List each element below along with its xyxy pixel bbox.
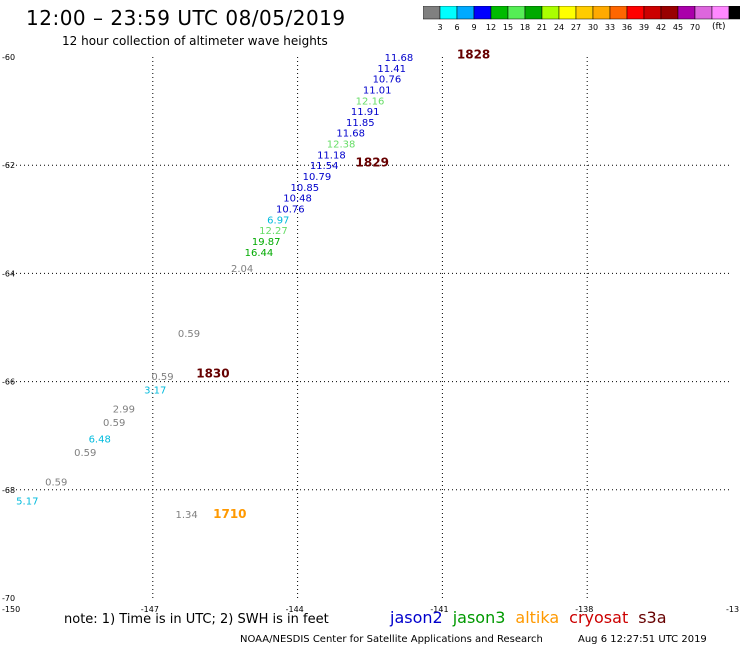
colorbar-swatch [541, 6, 560, 20]
y-tick-label: -68 [2, 486, 15, 495]
colorbar-swatch [456, 6, 475, 20]
colorbar-label: 3 [437, 23, 442, 32]
colorbar-swatch [609, 6, 628, 20]
x-tick-label: -147 [141, 605, 159, 614]
wave-height-label: 11.54 [310, 161, 339, 172]
colorbar-label: 9 [471, 23, 476, 32]
colorbar-swatch [626, 6, 645, 20]
chart-title: 12:00 – 23:59 UTC 08/05/2019 [26, 6, 346, 30]
colorbar-unit: (ft) [712, 22, 726, 32]
colorbar-label: 33 [605, 23, 615, 32]
wave-height-label: 10.48 [283, 194, 312, 205]
time-labels: 1828 1829 1830 1710 [196, 47, 490, 521]
x-tick-label: -150 [2, 605, 20, 614]
wave-height-label: 5.17 [16, 497, 38, 508]
colorbar-label: 45 [673, 23, 683, 32]
x-tick-label: -144 [286, 605, 304, 614]
colorbar-label: 30 [588, 23, 598, 32]
wave-height-label: 10.85 [291, 183, 320, 194]
wave-height-label: 2.04 [231, 264, 253, 275]
wave-height-label: 10.76 [373, 75, 402, 86]
colorbar-swatch [660, 6, 679, 20]
y-tick-label: -66 [2, 378, 15, 387]
colorbar-swatch [575, 6, 594, 20]
colorbar-label: 70 [690, 23, 700, 32]
y-tick-label: -60 [2, 53, 15, 62]
wave-height-label: 1.34 [175, 510, 197, 521]
wave-height-label: 6.48 [89, 434, 111, 445]
colorbar-swatch [643, 6, 662, 20]
wave-height-label: 10.79 [303, 172, 332, 183]
time-label: 1710 [213, 507, 246, 521]
colorbar-swatch [490, 6, 509, 20]
credit-text: NOAA/NESDIS Center for Satellite Applica… [240, 634, 543, 645]
wave-height-label: 0.59 [103, 418, 125, 429]
wave-height-label: 11.91 [351, 107, 380, 118]
colorbar: 3 6 9 12 15 18 21 24 27 30 33 36 39 42 45 70 [423, 6, 740, 32]
legend-altika: altika [515, 608, 560, 627]
colorbar-label: 39 [639, 23, 649, 32]
axes: -150 -147 -144 -141 -138 -13 -60 -62 -64 -66 -68 -7… [2, 53, 739, 614]
satellite-legend: jason2 jason3 altika cryosat s3a [390, 608, 677, 627]
wave-height-label: 0.59 [151, 372, 173, 383]
x-tick-label: -13 [726, 605, 739, 614]
colorbar-label: 15 [503, 23, 513, 32]
wave-height-label: 2.99 [113, 405, 135, 416]
timestamp: Aug 6 12:27:51 UTC 2019 [578, 634, 707, 645]
colorbar-swatch [694, 6, 713, 20]
wave-height-label: 11.18 [317, 150, 346, 161]
wave-height-label: 0.59 [45, 478, 67, 489]
wave-height-label: 0.59 [178, 329, 200, 340]
wave-height-label: 0.59 [74, 448, 96, 459]
colorbar-label: 27 [571, 23, 581, 32]
colorbar-swatch [524, 6, 543, 20]
legend-jason2: jason2 [390, 608, 443, 627]
legend-s3a: s3a [638, 608, 667, 627]
wave-height-label: 11.68 [336, 129, 365, 140]
colorbar-swatch [558, 6, 577, 20]
legend-jason3: jason3 [452, 608, 506, 627]
time-label: 1829 [356, 155, 389, 169]
y-tick-label: -70 [2, 594, 15, 603]
wave-height-label: 11.01 [363, 85, 392, 96]
colorbar-label: 42 [656, 23, 666, 32]
colorbar-swatch [439, 6, 458, 20]
colorbar-swatch [592, 6, 611, 20]
x-tick-label: -141 [430, 605, 448, 614]
colorbar-swatch [473, 6, 492, 20]
y-tick-label: -62 [2, 161, 15, 170]
colorbar-swatch [728, 6, 740, 20]
colorbar-swatch [711, 6, 730, 20]
time-label: 1828 [457, 47, 490, 61]
wave-height-label: 11.41 [377, 64, 406, 75]
colorbar-label: 24 [554, 23, 564, 32]
y-tick-label: -64 [2, 269, 15, 278]
wave-height-label: 16.44 [245, 248, 274, 259]
wave-height-label: 12.27 [259, 226, 288, 237]
chart-subtitle: 12 hour collection of altimeter wave hei… [62, 34, 328, 48]
colorbar-swatch [507, 6, 526, 20]
x-tick-label: -138 [575, 605, 593, 614]
wave-height-label: 10.76 [276, 204, 305, 215]
colorbar-label: 12 [486, 23, 496, 32]
wave-height-label: 11.85 [346, 118, 375, 129]
colorbar-label: 6 [454, 23, 459, 32]
colorbar-swatch [423, 6, 441, 20]
wave-height-label: 11.68 [385, 53, 414, 64]
wave-height-label: 19.87 [252, 237, 281, 248]
data-points: 11.6811.4110.7611.0112.1611.9111.8511.68… [16, 53, 413, 521]
colorbar-swatch [677, 6, 696, 20]
grid-lines [8, 57, 732, 598]
wave-height-label: 3.17 [144, 386, 166, 397]
note-text: note: 1) Time is in UTC; 2) SWH is in fe… [64, 612, 329, 627]
time-label: 1830 [196, 366, 229, 380]
wave-height-label: 12.16 [356, 96, 385, 107]
wave-height-label: 6.97 [267, 215, 289, 226]
wave-height-label: 12.38 [327, 140, 356, 151]
legend-cryosat: cryosat [569, 608, 629, 627]
colorbar-label: 36 [622, 23, 632, 32]
colorbar-label: 21 [537, 23, 547, 32]
colorbar-label: 18 [520, 23, 530, 32]
